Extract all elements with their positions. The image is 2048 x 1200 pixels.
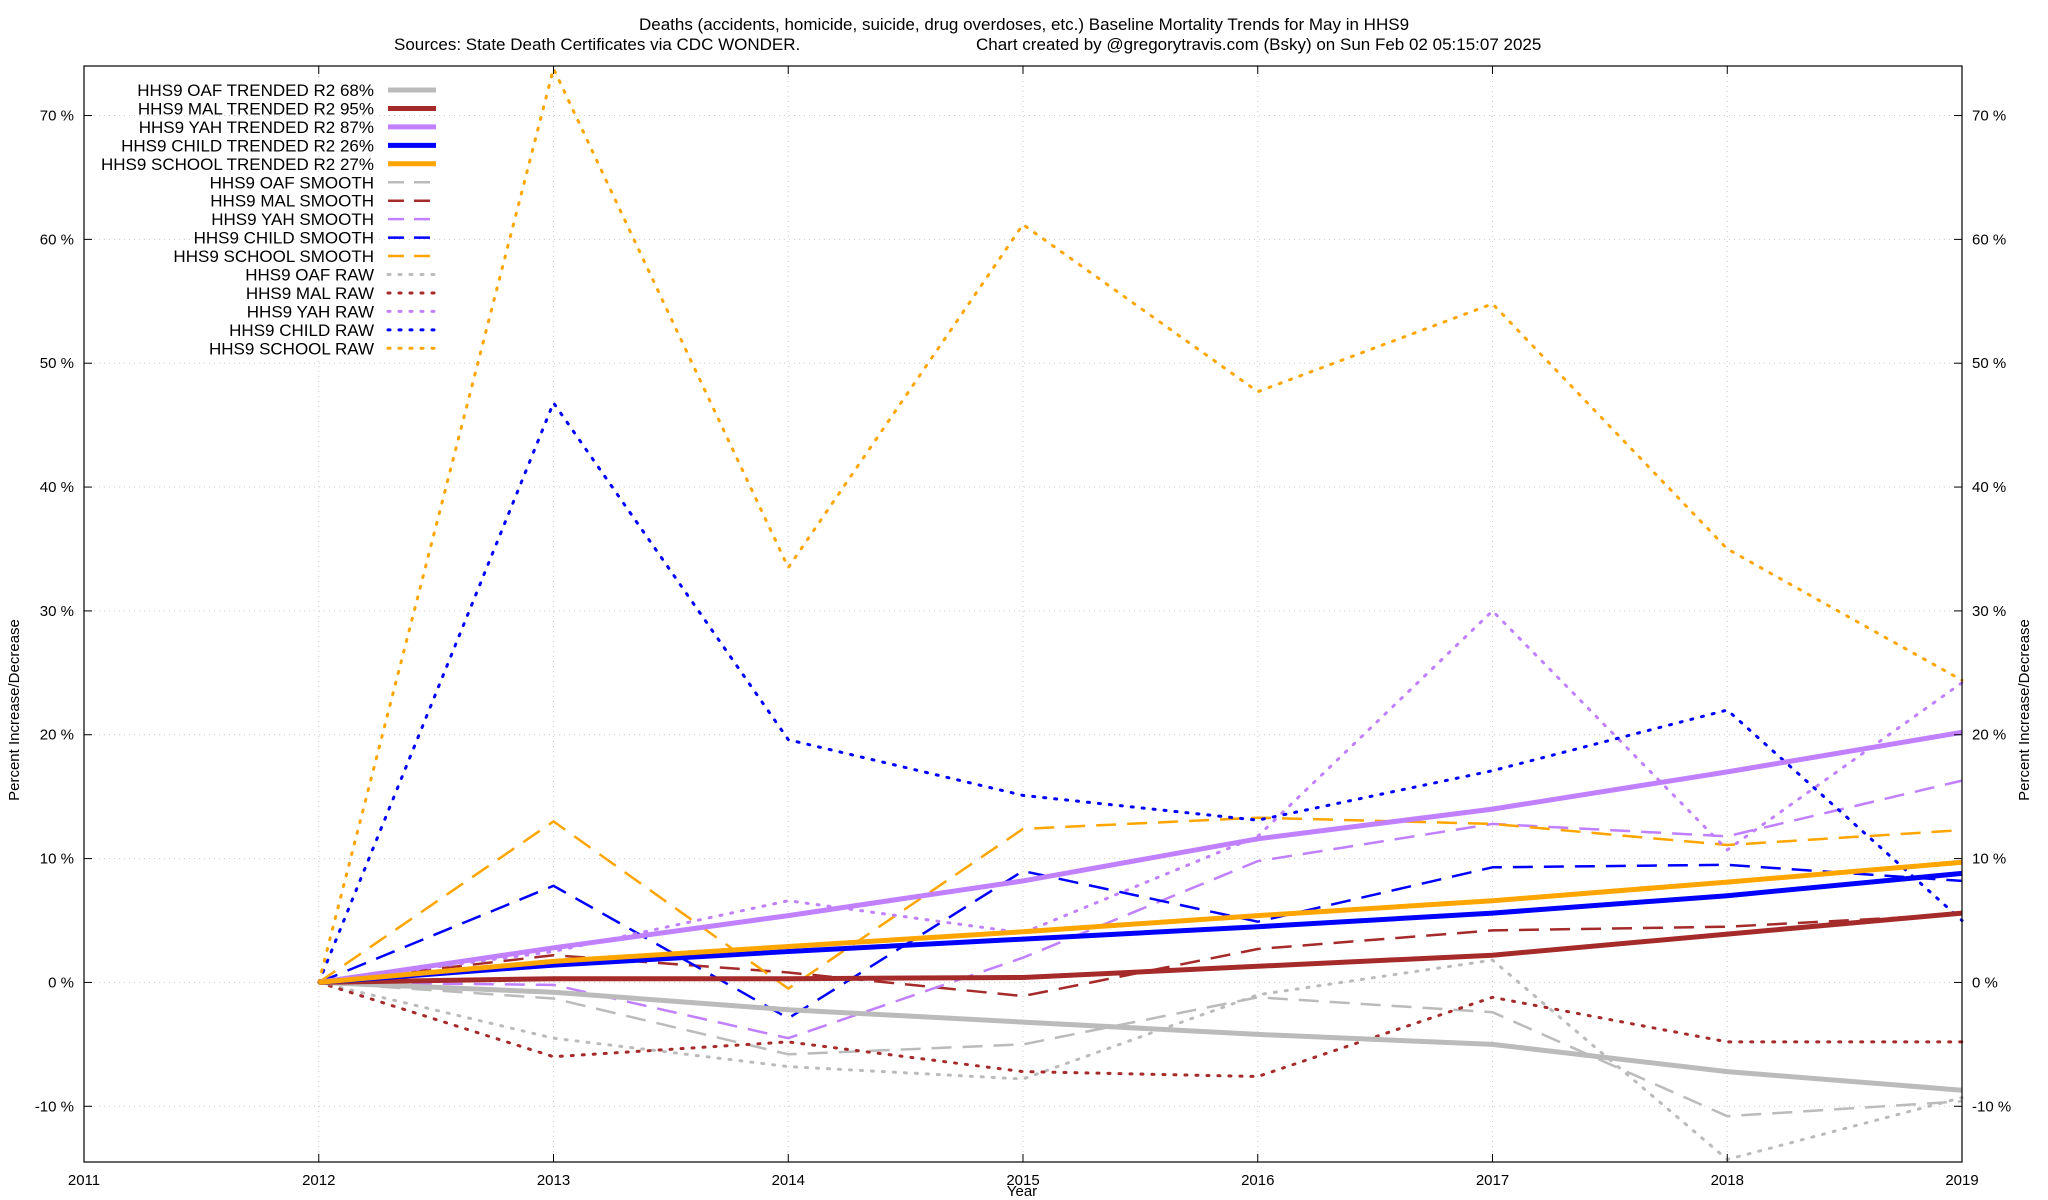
series-line-hhs9-mal-trended <box>318 910 1963 985</box>
series-line-hhs9-school-smooth <box>318 816 1963 990</box>
legend-label: HHS9 OAF RAW <box>245 266 374 285</box>
chart-source: Sources: State Death Certificates via CD… <box>394 35 800 54</box>
legend-label: HHS9 SCHOOL SMOOTH <box>173 247 374 266</box>
y-tick-label-left: -10 % <box>35 1098 74 1115</box>
chart-title: Deaths (accidents, homicide, suicide, dr… <box>639 15 1409 34</box>
legend-label: HHS9 OAF TRENDED R2 68% <box>137 81 374 100</box>
y-tick-label-left: 20 % <box>40 727 74 744</box>
x-tick-label: 2019 <box>1945 1172 1978 1189</box>
y-tick-label-right: 30 % <box>1972 603 2006 620</box>
series-line-hhs9-yah-trended <box>318 729 1963 985</box>
series-line-hhs9-oaf-trended <box>318 979 1963 1093</box>
legend-label: HHS9 MAL RAW <box>246 284 374 303</box>
series-line-hhs9-school-raw <box>317 67 1964 984</box>
y-tick-label-left: 50 % <box>40 355 74 372</box>
x-tick-label: 2011 <box>68 1172 100 1189</box>
legend-label: HHS9 SCHOOL RAW <box>209 339 374 358</box>
y-tick-label-right: 50 % <box>1972 355 2006 372</box>
series-line-hhs9-yah-smooth <box>318 779 1963 1040</box>
series-line-hhs9-school-trended <box>318 859 1963 985</box>
x-tick-label: 2012 <box>302 1172 335 1189</box>
legend-label: HHS9 YAH RAW <box>247 302 374 321</box>
chart-credit: Chart created by @gregorytravis.com (Bsk… <box>976 35 1541 54</box>
legend-label: HHS9 CHILD SMOOTH <box>194 229 374 248</box>
x-tick-label: 2014 <box>772 1172 805 1189</box>
y-tick-label-left: 0 % <box>48 974 74 991</box>
y-tick-label-right: 70 % <box>1972 108 2006 125</box>
y-tick-label-right: -10 % <box>1972 1098 2011 1115</box>
y-tick-label-right: 20 % <box>1972 727 2006 744</box>
series-lines <box>317 67 1964 1161</box>
x-axis-label: Year <box>1007 1183 1037 1200</box>
legend: HHS9 OAF TRENDED R2 68%HHS9 MAL TRENDED … <box>101 81 438 358</box>
series-line-hhs9-mal-raw <box>317 980 1964 1078</box>
series-line-hhs9-child-trended <box>318 870 1963 985</box>
y-tick-label-left: 60 % <box>40 231 74 248</box>
y-axis-label-right: Percent Increase/Decrease <box>2016 619 2033 801</box>
series-line-hhs9-mal-smooth <box>318 913 1963 998</box>
legend-label: HHS9 MAL SMOOTH <box>210 192 374 211</box>
legend-label: HHS9 MAL TRENDED R2 95% <box>138 99 374 118</box>
x-tick-label: 2013 <box>537 1172 570 1189</box>
y-tick-label-right: 60 % <box>1972 231 2006 248</box>
axes: 2011 2012 2013 2014 2015 2016 2017 2018 2019 -10 … <box>35 65 2011 1189</box>
y-tick-label-right: 40 % <box>1972 479 2006 496</box>
x-tick-label: 2018 <box>1711 1172 1744 1189</box>
legend-label: HHS9 OAF SMOOTH <box>210 173 374 192</box>
y-tick-label-left: 70 % <box>40 108 74 125</box>
y-tick-label-left: 10 % <box>40 851 74 868</box>
x-tick-label: 2016 <box>1241 1172 1274 1189</box>
legend-label: HHS9 SCHOOL TRENDED R2 27% <box>101 155 374 174</box>
legend-label: HHS9 YAH SMOOTH <box>211 210 374 229</box>
legend-label: HHS9 CHILD TRENDED R2 26% <box>121 136 374 155</box>
series-line-hhs9-child-smooth <box>318 863 1963 1020</box>
legend-label: HHS9 CHILD RAW <box>229 321 374 340</box>
series-line-hhs9-child-raw <box>317 401 1964 984</box>
x-tick-label: 2015 <box>1006 1172 1039 1189</box>
x-tick-label: 2017 <box>1476 1172 1509 1189</box>
y-tick-label-right: 10 % <box>1972 851 2006 868</box>
series-line-hhs9-oaf-raw <box>317 958 1964 1161</box>
legend-label: HHS9 YAH TRENDED R2 87% <box>139 118 374 137</box>
grid <box>84 66 1962 1162</box>
series-line-hhs9-oaf-smooth <box>318 981 1963 1118</box>
y-tick-label-left: 40 % <box>40 479 74 496</box>
y-tick-label-right: 0 % <box>1972 974 1998 991</box>
y-tick-label-left: 30 % <box>40 603 74 620</box>
y-axis-label-left: Percent Increase/Decrease <box>6 619 23 801</box>
